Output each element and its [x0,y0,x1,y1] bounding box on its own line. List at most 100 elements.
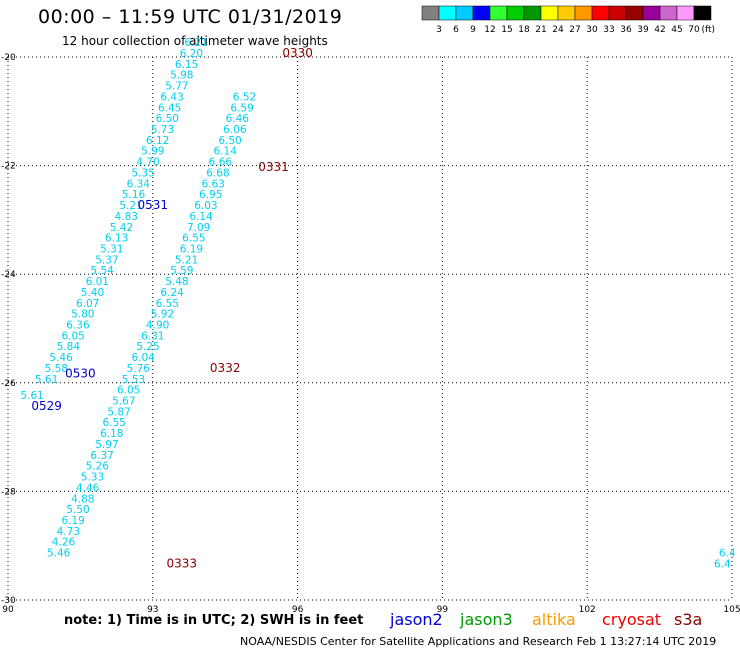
satellite-legend-jason3: jason3 [460,610,513,629]
colorbar-swatch [455,5,474,21]
colorbar-label: 12 [484,25,495,35]
colorbar-swatch [506,5,525,21]
swh-value: 6.18 [100,428,123,440]
swh-value: 6.45 [158,102,181,114]
swh-value: 7.09 [187,222,210,234]
swh-value: 4.83 [115,211,138,223]
swh-value: 6.01 [86,276,109,288]
swh-value: 6.14 [214,146,238,158]
lon-tick-label: 99 [437,605,449,615]
swh-value: 5.54 [90,265,114,277]
colorbar-swatch [523,5,542,21]
swh-value: 6.95 [199,189,222,201]
colorbar-swatch [540,5,559,21]
swh-value: 6.66 [209,157,233,169]
swh-value: 5.73 [151,124,174,136]
colorbar-swatch [438,5,457,21]
satellite-legend-jason2: jason2 [390,610,443,629]
swh-value: 6.04 [131,352,155,364]
swh-value: 6.06 [223,124,247,136]
swh-value: 6.4 [719,548,736,560]
swh-value: 4.26 [52,537,76,549]
swh-value: 4.70 [136,157,159,169]
colorbar-swatch [421,5,440,21]
lat-tick-label: -28 [1,487,16,497]
colorbar-label: 24 [552,25,564,35]
swh-value: 4.90 [146,320,169,332]
colorbar-swatch [489,5,508,21]
swh-value: 6.07 [76,298,99,310]
swh-value: 5.21 [175,254,198,266]
swh-value: 5.21 [119,200,142,212]
swh-value: 6.21 [185,37,208,49]
colorbar-label: 42 [654,25,665,35]
swh-value: 5.50 [66,504,89,516]
lat-lon-grid: 90 93 96 99 102 105 -20 -22 -24 -26 -28 -30 [1,53,740,615]
colorbar-swatch [591,5,610,21]
colorbar-swatch [574,5,593,21]
swh-value: 5.61 [20,390,43,402]
swh-value: 5.35 [131,167,154,179]
swh-value: 5.77 [165,81,188,93]
swh-value: 5.58 [45,363,68,375]
swh-value: 6.31 [141,330,164,342]
swh-value: 5.46 [49,352,73,364]
colorbar-swatch [625,5,644,21]
swh-value: 5.26 [86,461,110,473]
swh-value: 5.92 [151,309,174,321]
swh-value: 5.76 [127,363,151,375]
swh-value: 6.4 [714,558,731,570]
pass-time-label: 0330 [282,46,313,60]
swh-value: 6.50 [156,113,179,125]
swh-value: 5.53 [122,374,145,386]
lat-tick-label: -20 [1,53,16,63]
swh-value: 6.55 [182,233,205,245]
swh-value: 5.33 [81,472,104,484]
swh-value: 5.80 [71,309,94,321]
swh-value: 5.59 [170,265,193,277]
swh-value: 5.46 [47,548,71,560]
swh-value: 5.61 [35,374,58,386]
chart-title: 00:00 – 11:59 UTC 01/31/2019 [38,6,343,28]
colorbar-label: 27 [569,25,580,35]
units-note: note: 1) Time is in UTC; 2) SWH is in fe… [64,613,364,628]
swh-value: 6.05 [61,330,84,342]
lat-tick-label: -24 [1,270,16,280]
swh-value: 5.48 [165,276,188,288]
swh-value: 6.46 [226,113,250,125]
credit-line: NOAA/NESDIS Center for Satellite Applica… [240,635,717,648]
lon-tick-label: 93 [147,605,158,615]
swh-value: 6.14 [189,211,213,223]
swh-value: 6.55 [156,298,179,310]
colorbar-label: 9 [470,25,476,35]
swh-value: 6.63 [201,178,224,190]
swh-value: 6.34 [127,178,151,190]
colorbar-label: 33 [603,25,614,35]
swh-value: 5.98 [170,70,193,82]
swh-value: 6.05 [117,385,140,397]
colorbar-swatch [676,5,695,21]
lon-tick-label: 96 [292,605,304,615]
swh-value: 6.55 [102,417,125,429]
swh-value: 4.88 [71,493,94,505]
lon-tick-label: 105 [723,605,740,615]
colorbar-label: 3 [436,25,442,35]
swh-value: 5.25 [136,341,159,353]
swh-value: 6.20 [180,48,203,60]
pass-time-label: 0331 [258,160,289,174]
pass-time-label: 0530 [65,366,96,380]
colorbar-unit: (ft) [701,25,715,35]
pass-time-label: 0529 [31,399,62,413]
altimeter-tracks: 5.615.615.585.465.846.056.365.806.075.40… [20,37,735,570]
lat-tick-label: -22 [1,162,16,172]
colorbar-swatch [659,5,678,21]
swh-value: 6.68 [206,167,229,179]
lat-tick-label: -26 [1,379,16,389]
colorbar-label: 70 [688,25,700,35]
swh-value: 6.43 [160,91,183,103]
swh-value: 5.37 [95,254,118,266]
colorbar-label: 36 [620,25,632,35]
swh-value: 5.84 [57,341,81,353]
colorbar-swatch [557,5,576,21]
